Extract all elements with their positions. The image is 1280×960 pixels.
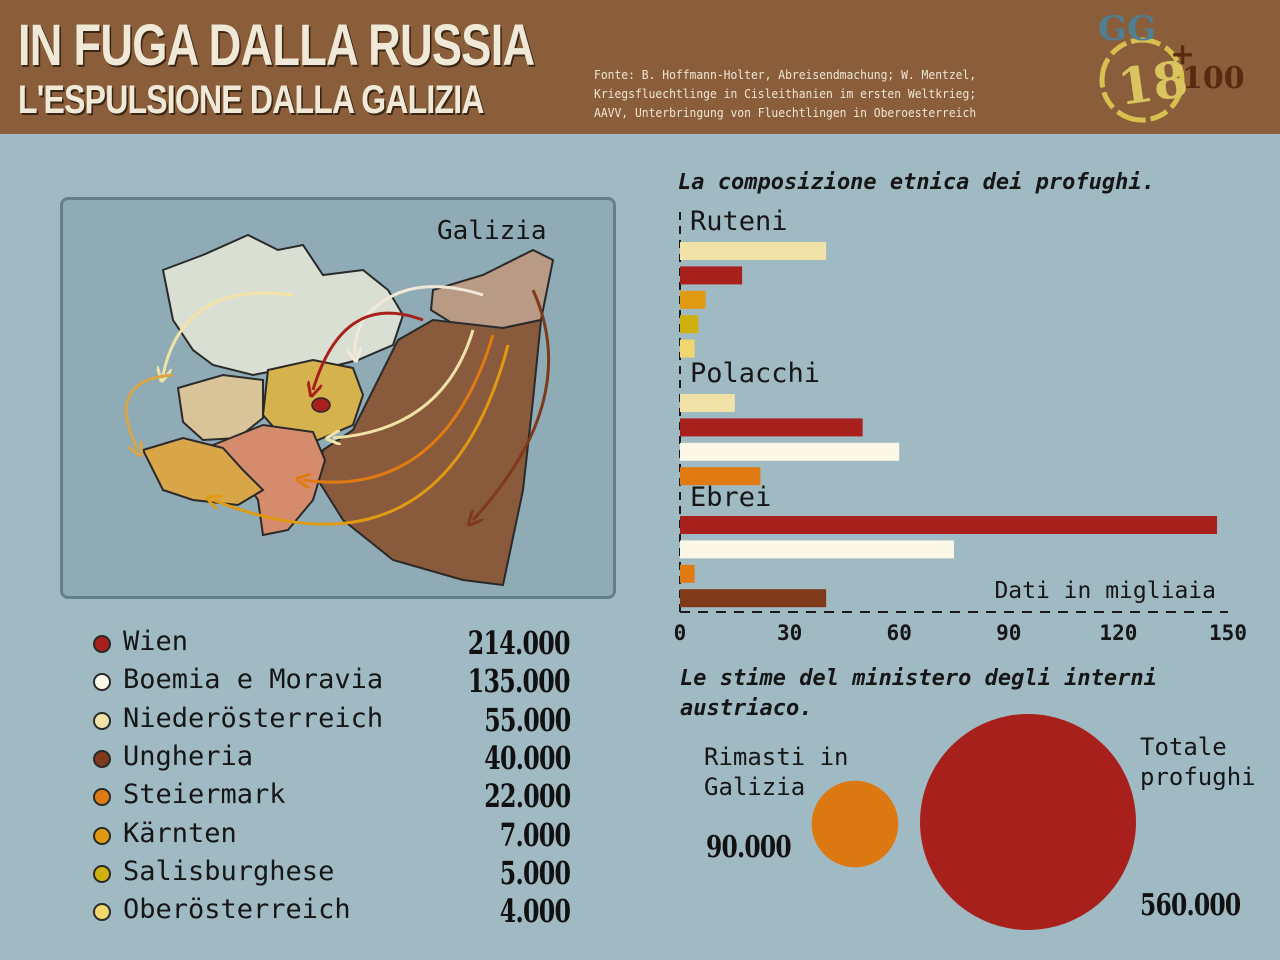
source-line: Kriegsfluechtlinge in Cisleithanien im e… (594, 87, 977, 101)
legend-color-dot (93, 635, 111, 653)
legend-name: Salisburghese (123, 855, 335, 887)
legend-row: Oberösterreich 4.000 (90, 892, 590, 932)
chart-bar (680, 266, 743, 285)
group-label: Ebrei (690, 482, 771, 513)
chart-bar (680, 540, 954, 559)
legend-value: 22.000 (483, 777, 571, 816)
estimate-bubble-chart (811, 714, 1136, 930)
arrow-to-styria (303, 334, 495, 482)
bubble-remaining (811, 780, 899, 868)
arrow-to-salzburg (124, 373, 174, 450)
legend-row: Salisburghese 5.000 (90, 853, 590, 894)
logo-18-text: 18 (1114, 49, 1191, 117)
arrow-to-carinthia (213, 344, 510, 526)
legend-color-dot (93, 864, 111, 883)
x-tick-label: 150 (1209, 621, 1247, 645)
bubble-value-remaining: 90.000 (706, 830, 792, 865)
arrow-to-vienna (313, 311, 424, 390)
chart-bar (680, 394, 735, 412)
x-tick-label: 90 (996, 621, 1021, 645)
legend-value: 55.000 (483, 700, 571, 739)
map-region-lower-austria (261, 358, 365, 442)
legend-value: 5.000 (499, 853, 571, 892)
chart-bar (680, 242, 827, 260)
legend-color-dot (93, 903, 111, 922)
map-region-bohemia (161, 233, 405, 377)
chart-bar (680, 290, 706, 309)
bar-chart-title: La composizione etnica dei profughi. (678, 170, 1155, 195)
legend-name: Wien (123, 626, 189, 657)
logo-100-text: 100 (1182, 61, 1245, 96)
chart-bar (680, 442, 900, 461)
map-label-galizia: Galizia (437, 216, 547, 246)
map-region-carinthia (141, 436, 265, 507)
legend-row: Ungheria 40.000 (90, 738, 590, 779)
legend-name: Boemia e Moravia (123, 664, 384, 696)
map-panel: Galizia (60, 197, 616, 599)
legend-color-dot (93, 711, 111, 730)
chart-bar (680, 564, 695, 583)
legend-row: Boemia e Moravia 135.000 (90, 662, 590, 702)
page-title: In fuga dalla Russia (18, 13, 535, 78)
chart-bar (680, 339, 695, 358)
legend-value: 40.000 (483, 738, 571, 777)
map-region-upper-austria (176, 373, 264, 442)
header-banner: In fuga dalla Russia L'espulsione dalla … (0, 0, 1280, 134)
arrow-to-hungary (473, 289, 551, 520)
austria-hungary-map (124, 233, 555, 587)
legend-color-dot (93, 826, 111, 845)
legend-value: 4.000 (499, 892, 571, 931)
legend-row: Niederösterreich 55.000 (90, 700, 590, 741)
legend-value: 7.000 (499, 815, 571, 854)
map-region-galicia-west (429, 248, 555, 332)
legend-color-dot (93, 673, 111, 692)
bubble-label-remaining: Rimasti in Galizia (704, 743, 849, 801)
x-tick-label: 60 (887, 621, 912, 645)
legend-name: Ungheria (123, 740, 254, 772)
legend-value: 214.000 (468, 624, 571, 662)
group-label: Ruteni (690, 206, 788, 237)
arrow-to-lower-austria (333, 329, 475, 438)
legend-name: Kärnten (123, 817, 237, 849)
x-tick-label: 30 (777, 621, 802, 645)
legend-row: Wien 214.000 (90, 624, 590, 664)
legend-row: Steiermark 22.000 (90, 777, 590, 817)
source-line: AAVV, Unterbringung von Fluechtlingen in… (594, 106, 977, 120)
page-subtitle: L'espulsione dalla Galizia (18, 78, 484, 122)
legend-name: Oberösterreich (123, 894, 351, 926)
chart-unit-note: Dati in migliaia (994, 578, 1216, 604)
chart-bar (680, 589, 827, 608)
legend-value: 135.000 (468, 662, 571, 701)
source-note: Fonte: B. Hoffmann-Holter, Abreisendmach… (594, 66, 1014, 123)
chart-bar (680, 467, 761, 486)
chart-bar (680, 315, 699, 334)
bubble-value-total: 560.000 (1140, 888, 1241, 923)
logo-ring (1099, 37, 1185, 123)
x-tick-label: 120 (1099, 621, 1137, 645)
ethnic-bar-chart: Ruteni Polacchi Ebrei 0 30 60 90 120 150 Dati in … (674, 206, 1247, 645)
gg-logo: GG 18 + 100 (1098, 9, 1245, 123)
bubble-chart-title: Le stime del ministero degli interni aus… (680, 666, 1157, 721)
bubble-total (920, 714, 1136, 930)
arrow-to-upper-austria (163, 291, 294, 375)
source-line: Fonte: B. Hoffmann-Holter, Abreisendmach… (594, 68, 977, 82)
arrow-to-bohemia (355, 285, 484, 355)
bubble-label-total: Totale profughi (1140, 733, 1256, 791)
legend-name: Steiermark (123, 779, 286, 811)
legend-color-dot (93, 788, 111, 807)
map-vienna-marker (311, 397, 331, 413)
legend-color-dot (93, 749, 111, 768)
logo-gg-text: GG (1098, 9, 1156, 49)
legend-name: Niederösterreich (123, 702, 384, 734)
legend-row: Kärnten 7.000 (90, 815, 590, 856)
logo-plus-text: + (1170, 37, 1195, 72)
x-tick-label: 0 (674, 621, 687, 645)
chart-bar (680, 418, 863, 437)
chart-bar (680, 516, 1218, 534)
group-label: Polacchi (690, 358, 820, 389)
